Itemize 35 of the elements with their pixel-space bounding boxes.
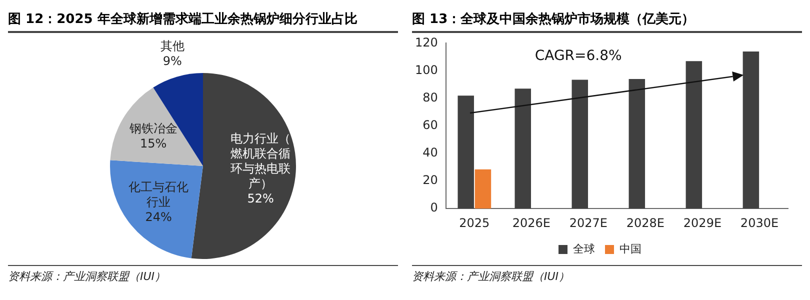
legend-label: 全球 bbox=[573, 242, 595, 256]
slice-label: 化工与石化行业 bbox=[128, 180, 189, 209]
y-tick-label: 60 bbox=[422, 118, 438, 132]
data-label: 15% bbox=[140, 136, 167, 150]
slice-label: 钢铁冶金 bbox=[128, 121, 178, 136]
chart-title: 图 12：2025 年全球新增需求端工业余热锅炉细分行业占比 bbox=[8, 8, 398, 33]
x-tick-label: 2026E bbox=[512, 216, 550, 230]
chart-title: 图 13：全球及中国余热锅炉市场规模（亿美元） bbox=[412, 8, 802, 33]
slice-label: 其他 bbox=[160, 39, 184, 54]
y-tick-label: 20 bbox=[422, 173, 438, 188]
slice-label: 电力行业（燃机联合循环与热电联产） bbox=[230, 132, 291, 191]
x-tick-label: 2028E bbox=[626, 216, 665, 230]
y-tick-label: 100 bbox=[415, 62, 438, 77]
x-tick-label: 2027E bbox=[569, 216, 608, 230]
bar bbox=[474, 169, 492, 209]
bar bbox=[514, 88, 531, 209]
bar bbox=[458, 96, 474, 209]
x-tick-label: 2030E bbox=[740, 216, 779, 230]
y-tick-label: 0 bbox=[430, 200, 438, 215]
x-tick-label: 2025 bbox=[459, 216, 490, 230]
legend-label: 中国 bbox=[620, 242, 642, 256]
bar bbox=[572, 80, 588, 209]
bar bbox=[686, 61, 702, 209]
text: 资料来源：产业洞察联盟（IUI） bbox=[412, 265, 802, 284]
annotation: CAGR=6.8% bbox=[534, 48, 622, 64]
y-tick-label: 80 bbox=[422, 90, 438, 104]
x-tick-label: 2029E bbox=[683, 216, 722, 230]
bar bbox=[628, 79, 646, 209]
data-label: 9% bbox=[162, 54, 182, 68]
y-tick-label: 120 bbox=[415, 35, 438, 50]
y-tick-label: 40 bbox=[422, 146, 438, 160]
data-label: 52% bbox=[247, 192, 274, 206]
text: 资料来源：产业洞察联盟（IUI） bbox=[8, 265, 398, 284]
data-label: 24% bbox=[145, 210, 172, 224]
bar bbox=[742, 51, 760, 209]
